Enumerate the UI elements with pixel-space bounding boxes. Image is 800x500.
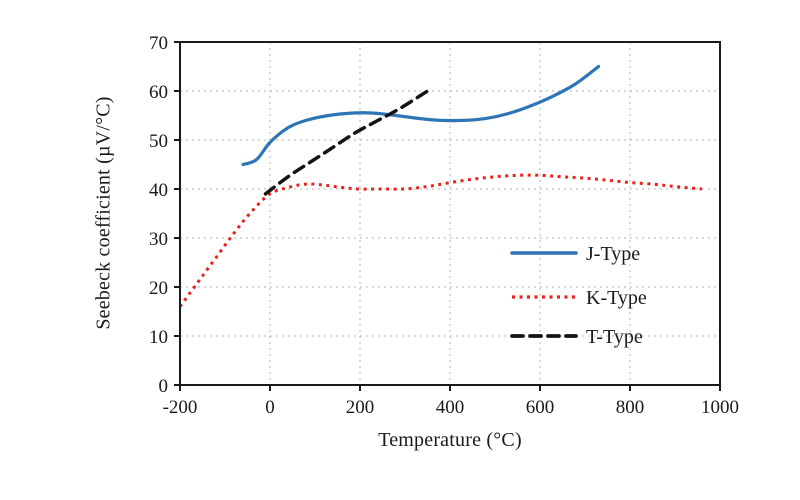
x-tick-label: 800: [616, 397, 645, 418]
x-axis-title: Temperature (°C): [378, 429, 522, 451]
y-tick-label: 0: [159, 376, 169, 397]
y-tick-label: 40: [149, 180, 168, 201]
legend-label-j-type: J-Type: [586, 243, 640, 265]
y-tick-label: 30: [149, 229, 168, 250]
series-line-k-type: [178, 173, 703, 308]
x-tick-label: 1000: [701, 397, 739, 418]
x-tick-label: 600: [526, 397, 555, 418]
y-tick-label: 20: [149, 278, 168, 299]
x-tick-label: -200: [163, 397, 198, 418]
y-tick-label: 70: [149, 33, 168, 54]
y-tick-label: 60: [149, 82, 168, 103]
legend-label-k-type: K-Type: [586, 287, 647, 309]
series-line-t-type: [263, 89, 430, 196]
y-tick-label: 50: [149, 131, 168, 152]
legend-label-t-type: T-Type: [586, 326, 643, 348]
series-line-j-type: [241, 64, 601, 167]
y-tick-label: 10: [149, 327, 168, 348]
x-tick-label: 400: [436, 397, 465, 418]
y-axis-title: Seebeck coefficient (µV/°C): [92, 96, 115, 330]
x-tick-label: 200: [346, 397, 375, 418]
x-tick-label: 0: [265, 397, 275, 418]
